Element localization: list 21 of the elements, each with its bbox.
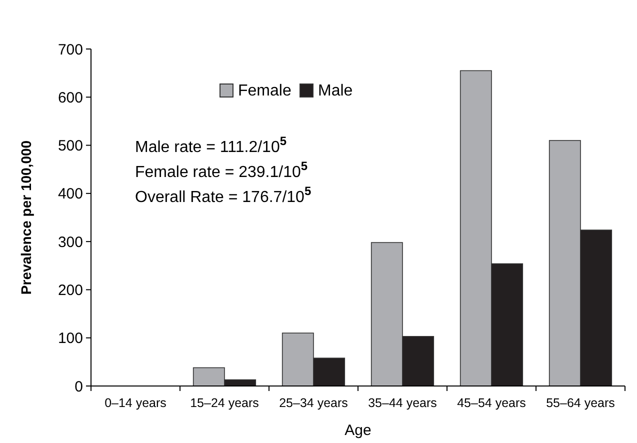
x-tick-label: 55–64 years [546,396,615,410]
y-tick-label: 100 [58,330,83,348]
y-tick-label: 600 [58,89,83,106]
y-axis-title: Prevalence per 100,000 [18,140,34,295]
x-tick-label: 45–54 years [457,396,526,410]
y-tick-label: 300 [58,234,83,251]
legend-label: Male [318,82,353,100]
y-tick-label: 400 [58,186,83,203]
y-tick-label: 500 [58,138,83,155]
y-tick-label: 700 [58,41,83,58]
annotation: Overall Rate = 176.7/10$^{5}$ [135,184,312,206]
x-axis-title: Age [344,422,372,439]
annotation: Female rate = 239.1/10$^{5}$ [135,159,308,181]
x-tick-label: 15–24 years [190,396,259,410]
x-tick-label: 0–14 years [104,396,166,410]
annotation: Male rate = 111.2/10$^{5}$ [135,134,287,156]
y-tick-label: 0 [74,378,83,396]
x-tick-label: 35–44 years [368,396,437,410]
legend-label: Female [238,82,292,100]
x-tick-label: 25–34 years [279,396,348,410]
y-tick-label: 200 [58,282,83,299]
